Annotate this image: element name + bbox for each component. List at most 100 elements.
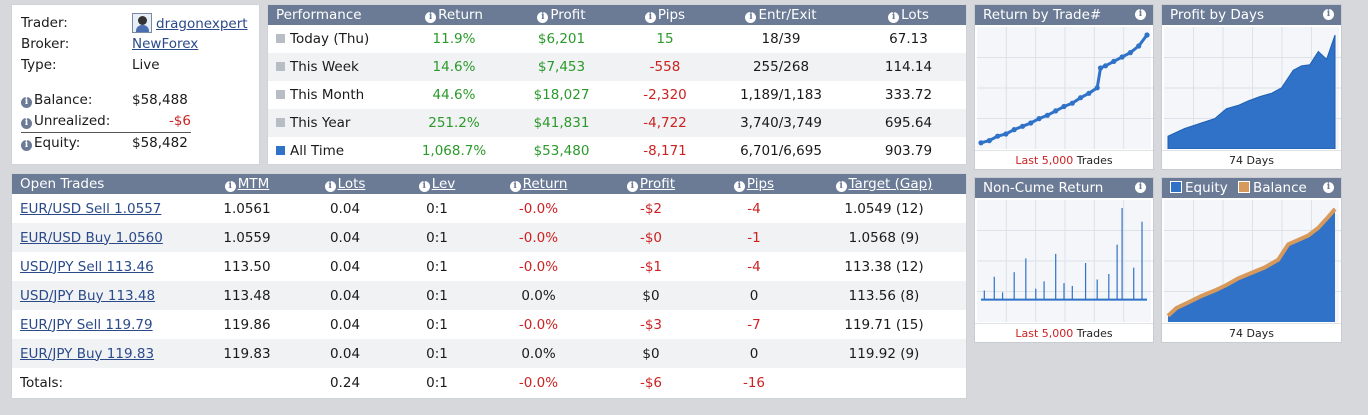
info-circle-icon[interactable]: i	[21, 97, 32, 108]
data-point	[1053, 108, 1059, 114]
info-circle-icon[interactable]: i	[1323, 182, 1334, 193]
trade-link[interactable]: EUR/JPY Sell 119.79	[20, 316, 153, 333]
trader-avatar-icon[interactable]	[132, 13, 152, 33]
profit-cell: $18,027	[533, 87, 590, 103]
profit-cell: $0	[596, 281, 706, 310]
return-cell: 11.9%	[432, 31, 476, 47]
footer-range: Last 5,000	[1015, 154, 1074, 167]
info-circle-icon[interactable]: i	[1323, 9, 1334, 20]
trade-cell: EUR/JPY Sell 119.79	[12, 310, 197, 339]
period-square-icon[interactable]	[276, 118, 285, 127]
target-cell: 1.0549 (12)	[844, 200, 924, 217]
return-bar	[1063, 283, 1065, 300]
period-cell[interactable]: All Time	[268, 137, 404, 165]
pips-cell: -2,320	[643, 87, 687, 103]
trades-header-profit[interactable]: i Profit	[596, 174, 706, 194]
data-point	[1036, 116, 1042, 122]
data-point	[1019, 123, 1026, 129]
info-circle-icon[interactable]: i	[835, 181, 847, 192]
return-bar	[1121, 208, 1123, 300]
period-square-icon[interactable]	[276, 146, 285, 155]
divider	[21, 132, 191, 133]
return-cell: -0.0%	[518, 200, 559, 217]
perf-header-profit[interactable]: i Profit	[504, 5, 619, 25]
series-line	[980, 34, 1149, 145]
performance-row: This Week 14.6% $7,453 -558 255/268 114.14	[268, 53, 966, 81]
trades-header-return[interactable]: i Return	[481, 174, 596, 194]
info-circle-icon[interactable]: i	[21, 140, 32, 151]
period-square-icon[interactable]	[276, 34, 285, 43]
perf-header-performance: Performance	[268, 5, 404, 25]
trades-header-pips[interactable]: i Pips	[706, 174, 802, 194]
return-bar	[1071, 285, 1073, 300]
perf-header-pips[interactable]: i Pips	[619, 5, 711, 25]
target-cell: 113.38 (12)	[844, 258, 924, 275]
perf-header-lots[interactable]: i Lots	[851, 5, 966, 25]
info-circle-icon[interactable]: i	[224, 181, 236, 192]
data-point	[1097, 65, 1104, 71]
pips-cell: 15	[656, 31, 674, 47]
period-cell[interactable]: This Week	[268, 53, 404, 81]
table-row: EUR/USD Sell 1.0557 1.0561 0.04 0:1 -0.0% -$2…	[12, 194, 966, 223]
trades-header-lev[interactable]: i Lev	[393, 174, 481, 194]
equity-legend-label[interactable]: Equity	[1185, 180, 1228, 196]
balance-legend-label[interactable]: Balance	[1253, 180, 1307, 196]
trade-cell: EUR/JPY Buy 119.83	[12, 339, 197, 368]
trades-header-mtm[interactable]: i MTM	[197, 174, 297, 194]
period-cell[interactable]: This Month	[268, 81, 404, 109]
trade-link[interactable]: EUR/USD Buy 1.0560	[20, 229, 163, 246]
trade-link[interactable]: EUR/JPY Buy 119.83	[20, 345, 155, 362]
info-circle-icon[interactable]: i	[1135, 9, 1146, 20]
widget-footer: Last 5,000 Trades	[975, 323, 1153, 342]
period-cell[interactable]: Today (Thu)	[268, 25, 404, 53]
perf-header-entr-exit[interactable]: i Entr/Exit	[711, 5, 851, 25]
data-point	[995, 133, 1001, 139]
info-circle-icon[interactable]: i	[1135, 182, 1146, 193]
data-point	[1111, 58, 1117, 64]
open-trades-table: Open Trades i MTM i Lots i Lev i Return i Pro…	[12, 174, 966, 397]
trade-link[interactable]: USD/JPY Sell 113.46	[20, 258, 154, 275]
info-circle-icon[interactable]: i	[888, 12, 900, 23]
info-circle-icon[interactable]: i	[626, 181, 638, 192]
equity-balance-widget[interactable]: Equity Balance i 74 Days	[1161, 177, 1342, 343]
perf-header-return[interactable]: i Return	[404, 5, 504, 25]
lev-cell: 0:1	[426, 200, 448, 217]
info-circle-icon[interactable]: i	[425, 12, 437, 23]
data-point	[1144, 32, 1150, 38]
chart-plot-area	[1164, 27, 1341, 149]
period-square-icon[interactable]	[276, 90, 285, 99]
totals-row: Totals: 0.24 0:1 -0.0% -$6 -16	[12, 368, 966, 397]
info-circle-icon[interactable]: i	[745, 12, 757, 23]
broker-label: Broker:	[21, 36, 70, 52]
data-point	[1136, 43, 1142, 49]
data-point	[1011, 127, 1017, 133]
return-cell: -0.0%	[518, 316, 559, 333]
pips-cell: 0	[706, 281, 802, 310]
info-circle-icon[interactable]: i	[509, 181, 521, 192]
performance-row: All Time 1,068.7% $53,480 -8,171 6,701/6,695…	[268, 137, 966, 165]
period-cell[interactable]: This Year	[268, 109, 404, 137]
non-cume-return-widget[interactable]: Non-Cume Return i Last 5,000 Trades	[974, 177, 1154, 343]
equity-value: $58,482	[132, 135, 188, 151]
trades-header-lots[interactable]: i Lots	[297, 174, 393, 194]
info-circle-icon[interactable]: i	[21, 118, 32, 129]
trade-link[interactable]: EUR/USD Sell 1.0557	[20, 200, 162, 217]
trader-info-panel: Trader: dragonexpert Broker: NewForex Ty…	[11, 4, 260, 165]
info-circle-icon[interactable]: i	[644, 12, 656, 23]
info-circle-icon[interactable]: i	[733, 181, 745, 192]
profit-by-days-widget[interactable]: Profit by Days i 74 Days	[1161, 4, 1342, 170]
info-circle-icon[interactable]: i	[418, 181, 430, 192]
return-by-trade-widget[interactable]: Return by Trade# i Last 5,000 Trades	[974, 4, 1154, 170]
trader-name-link[interactable]: dragonexpert	[156, 16, 248, 32]
performance-row: This Year 251.2% $41,831 -4,722 3,740/3,749 6…	[268, 109, 966, 137]
broker-name-link[interactable]: NewForex	[132, 36, 199, 52]
trades-header-target[interactable]: i Target (Gap)	[802, 174, 966, 194]
trade-link[interactable]: USD/JPY Buy 113.48	[20, 287, 156, 304]
lots-cell: 0.04	[297, 339, 393, 368]
totals-pips: -16	[742, 374, 766, 391]
info-circle-icon[interactable]: i	[324, 181, 336, 192]
widget-footer: 74 Days	[1162, 150, 1341, 169]
table-row: EUR/JPY Buy 119.83 119.83 0.04 0:1 0.0% $0 0 11…	[12, 339, 966, 368]
info-circle-icon[interactable]: i	[537, 12, 549, 23]
period-square-icon[interactable]	[276, 62, 285, 71]
